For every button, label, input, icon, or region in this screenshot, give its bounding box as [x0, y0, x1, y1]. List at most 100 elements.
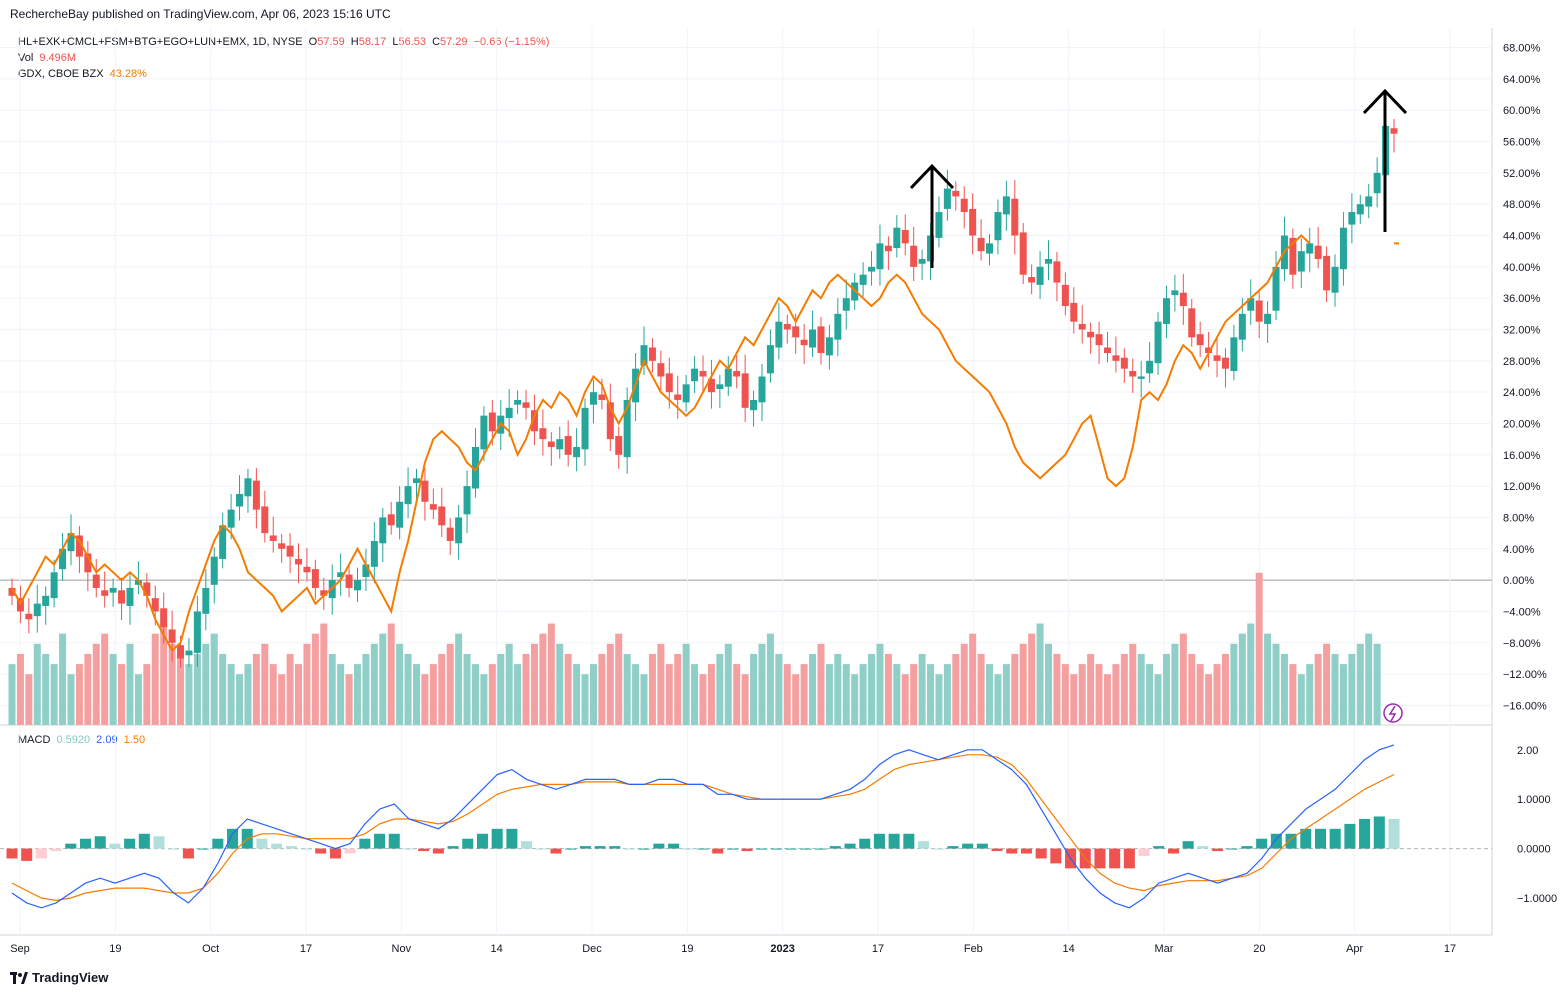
- volume-bar: [935, 674, 943, 725]
- candle-body: [868, 266, 876, 272]
- volume-bar: [50, 664, 58, 725]
- macd-histogram-bar: [1329, 828, 1341, 849]
- candle-body: [750, 399, 758, 411]
- volume-bar: [480, 674, 488, 725]
- volume-bar: [193, 653, 201, 725]
- price-tick-label: −12.00%: [1503, 669, 1547, 681]
- candle-body: [1179, 292, 1187, 307]
- volume-bar: [1264, 633, 1272, 725]
- volume-bar: [758, 643, 766, 725]
- macd-histogram-bar: [682, 848, 694, 850]
- alert-bolt-icon: [1388, 705, 1397, 722]
- symbol-name[interactable]: HL+EXK+CMCL+FSM+BTG+EGO+LUN+EMX, 1D, NYS…: [18, 36, 303, 48]
- macd-histogram-bar: [521, 841, 533, 849]
- candle-body: [244, 478, 252, 497]
- volume-bar: [573, 664, 581, 725]
- volume-bar: [741, 674, 749, 725]
- candle-body: [733, 371, 741, 377]
- candle-body: [783, 324, 791, 330]
- candle-body: [362, 564, 370, 577]
- candle-body: [8, 587, 16, 596]
- volume-bar: [901, 674, 909, 725]
- volume-bar: [1045, 643, 1052, 725]
- candle-body: [370, 540, 378, 567]
- macd-histogram-bar: [976, 843, 988, 849]
- volume-bar: [67, 674, 75, 725]
- macd-histogram-bar: [153, 836, 165, 849]
- macd-histogram-bar: [1197, 846, 1209, 849]
- candle-body: [834, 313, 842, 340]
- macd-histogram-bar: [1153, 846, 1165, 849]
- volume-bar: [345, 674, 353, 725]
- candle-body: [1070, 302, 1078, 322]
- volume-bar: [682, 643, 690, 725]
- candle-body: [716, 384, 724, 390]
- macd-histogram-bar: [1094, 848, 1106, 869]
- candle-body: [151, 598, 159, 612]
- volume-bar: [539, 633, 547, 725]
- candle-body: [25, 613, 33, 620]
- macd-histogram-bar: [491, 828, 503, 849]
- volume-bar: [674, 653, 682, 725]
- tradingview-logo-icon: [10, 971, 28, 984]
- macd-line-value: 2.09: [96, 734, 118, 746]
- publish-line: RechercheBay published on TradingView.co…: [10, 7, 391, 21]
- candle-body: [193, 611, 201, 653]
- macd-histogram-bar: [947, 846, 959, 849]
- candle-body: [960, 198, 968, 213]
- macd-legend: MACD 0.5920 2.09 1.50: [18, 733, 145, 747]
- volume-label[interactable]: Vol: [18, 52, 34, 64]
- macd-histogram-bar: [1109, 848, 1121, 869]
- macd-histogram-bar: [418, 848, 430, 852]
- alert-icon[interactable]: [1383, 703, 1403, 723]
- candle-body: [707, 378, 715, 393]
- volume-bar: [261, 643, 269, 725]
- macd-histogram-bar: [1050, 848, 1062, 864]
- candle-body: [134, 580, 142, 585]
- volume-bar: [1314, 653, 1322, 725]
- volume-bar: [446, 643, 454, 725]
- candle-body: [859, 274, 867, 285]
- volume-bar: [33, 643, 41, 725]
- volume-bar: [160, 623, 168, 725]
- price-tick-label: 44.00%: [1503, 231, 1541, 243]
- volume-bar: [92, 643, 100, 725]
- macd-histogram-bar: [1388, 818, 1400, 849]
- candle-body: [775, 321, 783, 348]
- price-tick-label: 64.00%: [1503, 74, 1541, 86]
- macd-histogram-bar: [138, 833, 150, 849]
- candle-body: [1365, 196, 1373, 207]
- candle-body: [1028, 277, 1036, 283]
- volume-bar: [429, 664, 437, 725]
- volume-bar: [463, 653, 471, 725]
- volume-bar: [859, 664, 867, 725]
- volume-bar: [269, 664, 277, 725]
- candle-body: [1390, 128, 1398, 134]
- macd-histogram-bar: [1182, 841, 1194, 849]
- macd-histogram-bar: [815, 848, 827, 850]
- volume-bar: [1280, 653, 1288, 725]
- volume-bar: [1154, 674, 1162, 725]
- candle-body: [345, 574, 353, 588]
- candle-body: [657, 363, 665, 377]
- volume-bar: [488, 664, 496, 725]
- volume-bar: [876, 643, 884, 725]
- tradingview-logo[interactable]: TradingView: [10, 970, 108, 985]
- macd-histogram-bar: [579, 846, 591, 849]
- candle-body: [1264, 313, 1272, 325]
- macd-histogram-bar: [1344, 823, 1356, 849]
- macd-histogram-bar: [1035, 848, 1047, 859]
- volume-bar: [1230, 643, 1238, 725]
- low-value: 56.53: [398, 36, 426, 48]
- macd-label[interactable]: MACD: [18, 734, 51, 746]
- candle-body: [1154, 321, 1162, 364]
- volume-bar: [412, 664, 420, 725]
- price-tick-label: 40.00%: [1503, 262, 1541, 274]
- candle-body: [1188, 308, 1196, 338]
- candle-body: [935, 212, 943, 238]
- candle-body: [1036, 266, 1044, 285]
- volume-bar: [606, 643, 614, 725]
- volume-bar: [598, 653, 606, 725]
- compare-label[interactable]: GDX, CBOE BZX: [18, 68, 104, 80]
